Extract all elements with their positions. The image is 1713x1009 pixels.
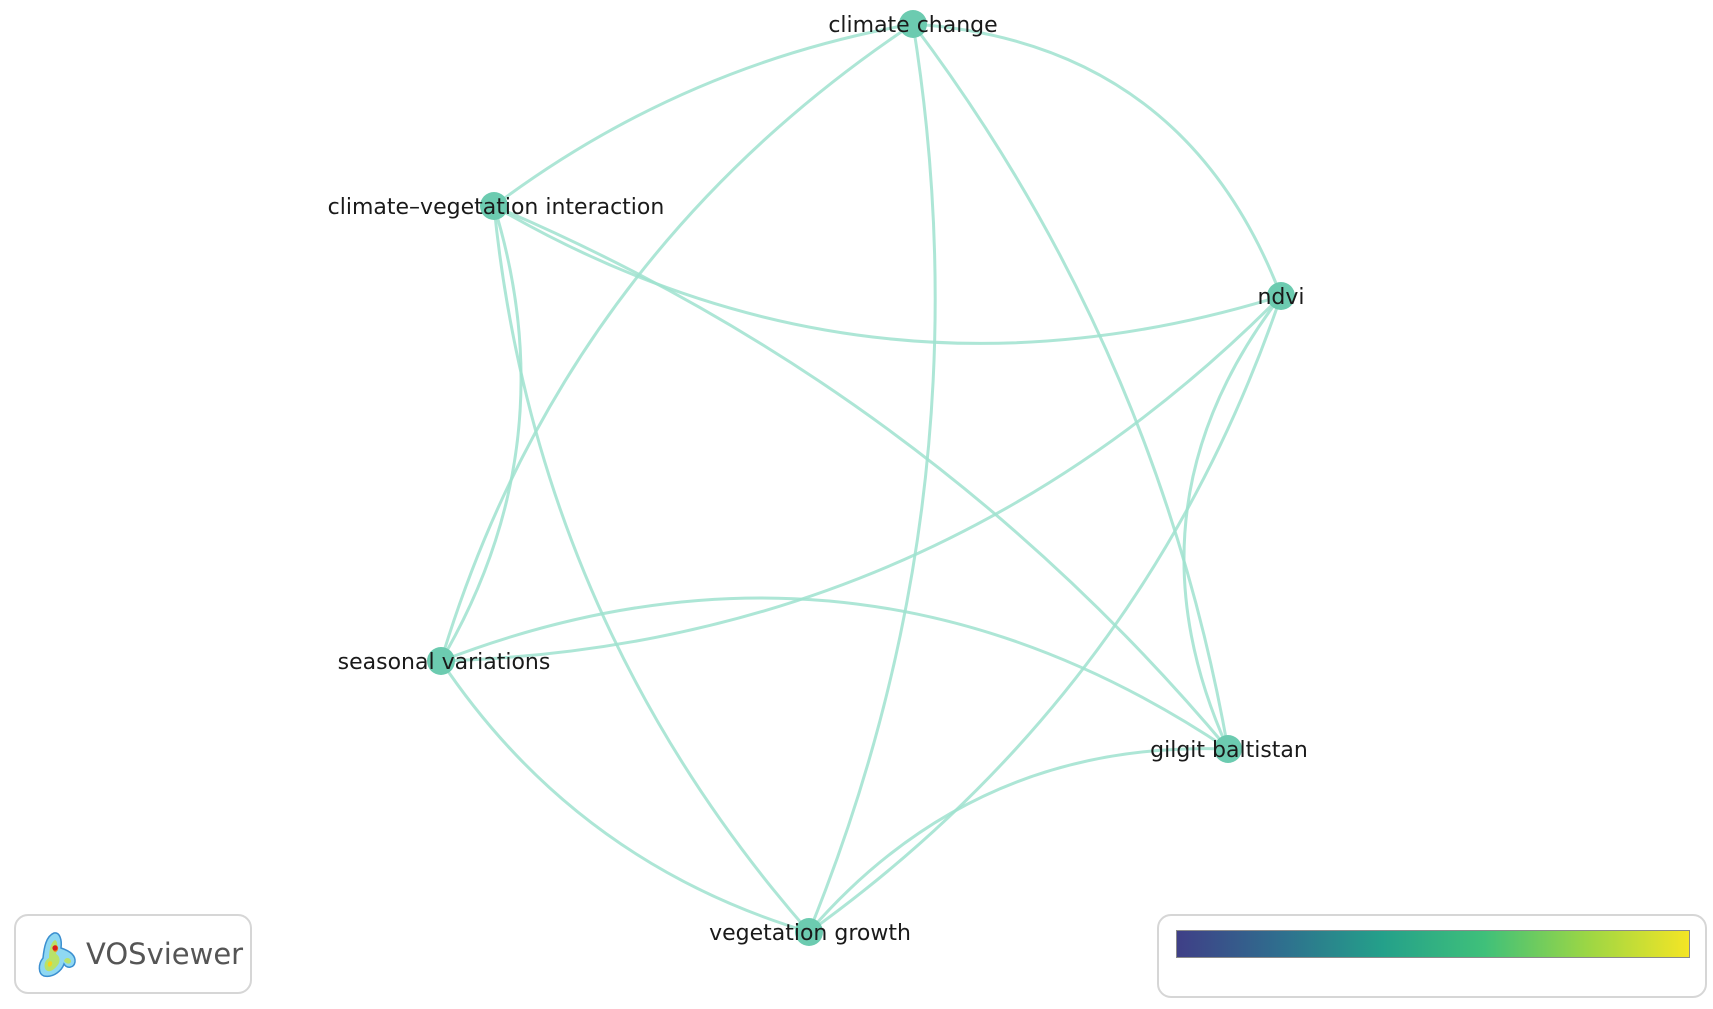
link-climate-vegetation-interaction-ndvi — [493, 204, 1282, 345]
link-climate-change-vegetation-growth — [807, 23, 937, 933]
node-vegetation-growth[interactable]: vegetation growth — [709, 918, 911, 946]
edge-layer — [439, 22, 1283, 934]
link-seasonal-variations-vegetation-growth — [439, 660, 810, 934]
node-label[interactable]: vegetation growth — [709, 921, 911, 946]
color-legend — [1157, 914, 1707, 998]
link-ndvi-seasonal-variations — [440, 294, 1283, 663]
node-label[interactable]: climate change — [828, 13, 997, 38]
node-climate-change[interactable]: climate change — [828, 10, 998, 38]
link-ndvi-vegetation-growth — [808, 295, 1283, 934]
node-label[interactable]: ndvi — [1257, 285, 1304, 310]
link-climate-change-seasonal-variations — [439, 22, 914, 662]
node-gilgit-baltistan[interactable]: gilgit baltistan — [1150, 735, 1308, 763]
color-scale-bar — [1176, 930, 1690, 958]
vosviewer-logo-icon — [38, 932, 76, 978]
link-gilgit-baltistan-vegetation-growth — [807, 747, 1229, 933]
node-circle[interactable] — [427, 647, 455, 675]
vosviewer-logo-text: VOSviewer — [86, 937, 244, 971]
node-circle[interactable] — [1267, 282, 1295, 310]
link-climate-change-ndvi — [912, 22, 1283, 297]
link-climate-vegetation-interaction-seasonal-variations — [439, 205, 523, 662]
node-circle[interactable] — [1214, 735, 1242, 763]
node-circle[interactable] — [899, 10, 927, 38]
link-climate-change-gilgit-baltistan — [911, 23, 1230, 750]
node-label[interactable]: seasonal variations — [338, 650, 551, 675]
link-seasonal-variations-gilgit-baltistan — [440, 596, 1229, 751]
node-label[interactable]: climate–vegetation interaction — [328, 195, 665, 220]
node-layer: climate change climate–vegetation interac… — [328, 10, 1308, 946]
vosviewer-logo: VOSviewer — [14, 914, 252, 994]
link-ndvi-gilgit-baltistan — [1182, 295, 1283, 750]
node-label[interactable]: gilgit baltistan — [1150, 738, 1308, 763]
link-climate-vegetation-interaction-vegetation-growth — [492, 205, 811, 933]
node-circle[interactable] — [480, 192, 508, 220]
node-climate-vegetation-interaction[interactable]: climate–vegetation interaction — [328, 192, 665, 220]
node-circle[interactable] — [795, 918, 823, 946]
link-climate-change-climate-vegetation-interaction — [493, 22, 914, 208]
link-climate-vegetation-interaction-gilgit-baltistan — [493, 204, 1230, 750]
node-seasonal-variations[interactable]: seasonal variations — [338, 647, 551, 675]
node-ndvi[interactable]: ndvi — [1257, 282, 1305, 310]
